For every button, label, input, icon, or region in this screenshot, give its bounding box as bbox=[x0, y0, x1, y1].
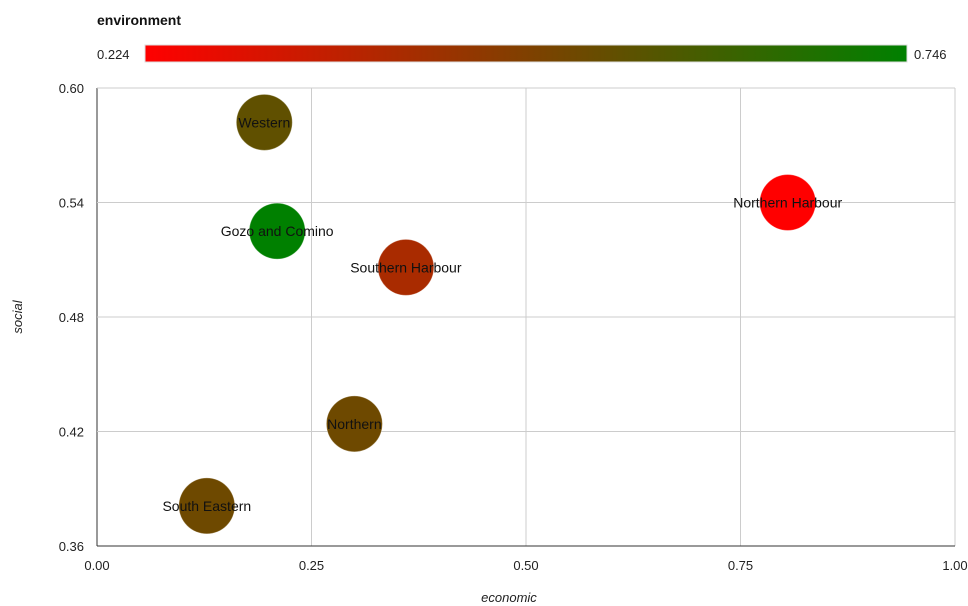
bubble-point[interactable]: Northern bbox=[325, 395, 383, 453]
color-legend-gradient-bar bbox=[144, 44, 908, 63]
color-legend-max-label: 0.746 bbox=[914, 47, 947, 62]
x-tick-label: 0.25 bbox=[299, 558, 324, 573]
x-tick-label: 0.75 bbox=[728, 558, 753, 573]
bubble-marker[interactable] bbox=[377, 238, 435, 296]
y-axis-title: social bbox=[10, 299, 25, 333]
bubble-point[interactable]: South Eastern bbox=[162, 477, 251, 535]
bubble-label: Gozo and Comino bbox=[221, 223, 334, 239]
color-legend-title: environment bbox=[97, 12, 181, 28]
color-legend-min-label: 0.224 bbox=[97, 47, 130, 62]
bubble-marker[interactable] bbox=[248, 202, 306, 260]
bubble-series: Western Northern Harbour Gozo and Comino So… bbox=[162, 93, 842, 535]
y-tick-label: 0.48 bbox=[59, 310, 84, 325]
y-tick-label: 0.36 bbox=[59, 539, 84, 554]
gridlines bbox=[96, 87, 956, 547]
bubble-point[interactable]: Western bbox=[235, 93, 293, 151]
bubble-label: Western bbox=[238, 114, 290, 130]
bubble-marker[interactable] bbox=[178, 477, 236, 535]
x-tick-label: 0.50 bbox=[513, 558, 538, 573]
bubble-point[interactable]: Northern Harbour bbox=[733, 174, 842, 231]
y-tick-label: 0.60 bbox=[59, 81, 84, 96]
y-axis-ticks: 0.60 0.54 0.48 0.42 0.36 bbox=[59, 81, 84, 554]
bubble-point[interactable]: Gozo and Comino bbox=[221, 202, 334, 260]
bubble-marker[interactable] bbox=[235, 93, 293, 151]
x-tick-label: 0.00 bbox=[84, 558, 109, 573]
bubble-label: South Eastern bbox=[162, 498, 251, 514]
bubble-marker[interactable] bbox=[759, 174, 817, 231]
x-axis-ticks: 0.00 0.25 0.50 0.75 1.00 bbox=[84, 558, 967, 573]
y-tick-label: 0.42 bbox=[59, 425, 84, 440]
bubble-point[interactable]: Southern Harbour bbox=[350, 238, 462, 296]
x-tick-label: 1.00 bbox=[942, 558, 967, 573]
bubble-marker[interactable] bbox=[325, 395, 383, 453]
bubble-label: Northern bbox=[327, 416, 381, 432]
bubble-label: Northern Harbour bbox=[733, 195, 842, 211]
y-tick-label: 0.54 bbox=[59, 196, 84, 211]
x-axis-title: economic bbox=[481, 590, 537, 605]
bubble-label: Southern Harbour bbox=[350, 259, 462, 275]
